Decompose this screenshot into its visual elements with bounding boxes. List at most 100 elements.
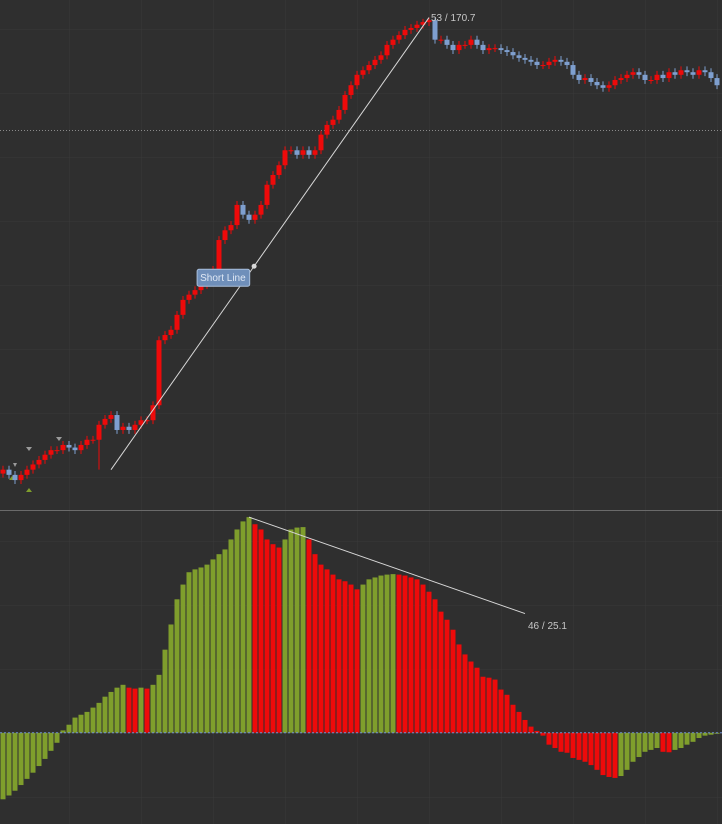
candle-body <box>534 61 540 66</box>
histogram-bar <box>492 679 498 733</box>
candle-body <box>594 81 600 86</box>
histogram-bar <box>612 732 618 778</box>
histogram-bar <box>348 584 354 733</box>
candle-body <box>240 204 246 215</box>
histogram-bar <box>216 554 222 733</box>
candle-body <box>690 72 696 75</box>
histogram-bar <box>636 732 642 758</box>
candle-body <box>216 240 222 270</box>
histogram-bar <box>252 524 258 733</box>
histogram-bar <box>48 732 54 751</box>
histogram-bar <box>102 696 108 733</box>
candle-body <box>6 469 12 475</box>
histogram-bar <box>138 687 144 733</box>
histogram-bar <box>408 577 414 733</box>
candle-body <box>96 424 102 440</box>
candle-body <box>114 415 120 430</box>
candle-body <box>168 329 174 336</box>
candle-body <box>126 426 132 430</box>
candle-body <box>678 70 684 75</box>
candle-body <box>402 29 408 36</box>
histogram-bar <box>168 624 174 733</box>
candle-body <box>360 70 366 75</box>
histogram-bar <box>228 539 234 733</box>
candle-body <box>612 80 618 86</box>
histogram-bar <box>24 732 30 779</box>
candle-body <box>264 184 270 205</box>
histogram-bar <box>450 629 456 733</box>
candle-body <box>552 59 558 62</box>
histogram-bar <box>6 732 12 796</box>
histogram-bar <box>534 730 540 733</box>
candle-body <box>270 174 276 185</box>
histogram-bar <box>516 711 522 733</box>
candle-body <box>522 57 528 60</box>
candle-body <box>702 70 708 73</box>
trend-line-value: 46 / 25.1 <box>528 621 567 632</box>
histogram-bar <box>540 732 546 736</box>
histogram-bar <box>366 579 372 733</box>
candle-body <box>384 44 390 56</box>
histogram-bar <box>486 677 492 733</box>
candle-body <box>324 124 330 135</box>
candle-body <box>636 72 642 75</box>
histogram-bar <box>126 687 132 733</box>
histogram-bar <box>144 688 150 733</box>
histogram-bar <box>42 732 48 759</box>
candle-body <box>144 420 150 422</box>
candle-body <box>570 65 576 75</box>
candle-body <box>660 74 666 79</box>
histogram-bar <box>384 574 390 733</box>
histogram-bar <box>582 732 588 762</box>
candle-body <box>120 426 126 430</box>
histogram-bar <box>426 591 432 733</box>
candle-body <box>576 74 582 81</box>
histogram-bar <box>288 529 294 733</box>
histogram-bar <box>510 704 516 733</box>
candle-body <box>30 464 36 470</box>
candle-body <box>354 74 360 86</box>
candle-body <box>438 39 444 41</box>
histogram-bar <box>108 691 114 733</box>
candle-body <box>78 444 84 451</box>
candle-body <box>450 44 456 51</box>
candle-body <box>348 85 354 95</box>
histogram-bar <box>78 714 84 733</box>
histogram-bar <box>0 732 6 800</box>
histogram-bar <box>708 732 714 735</box>
candle-body <box>696 70 702 75</box>
candle-body <box>468 39 474 45</box>
candle-body <box>156 340 162 406</box>
histogram-bar <box>186 572 192 733</box>
histogram-bar <box>330 574 336 733</box>
candle-body <box>366 65 372 71</box>
histogram-bar <box>672 732 678 750</box>
candle-body <box>582 78 588 81</box>
histogram-bar <box>630 732 636 762</box>
histogram-bar <box>180 584 186 733</box>
histogram-bar <box>96 702 102 733</box>
histogram-bar <box>528 726 534 733</box>
histogram-bar <box>210 559 216 733</box>
histogram-bar <box>600 732 606 776</box>
candle-body <box>504 50 510 53</box>
candle-body <box>624 74 630 79</box>
histogram-bar <box>30 732 36 773</box>
candle-body <box>0 469 6 474</box>
histogram-bar <box>420 584 426 733</box>
histogram-bar <box>594 732 600 770</box>
candle-body <box>444 39 450 45</box>
candle-body <box>558 59 564 62</box>
histogram-bar <box>702 732 708 736</box>
histogram-bar <box>438 611 444 733</box>
histogram-bar <box>318 564 324 733</box>
histogram-bar <box>72 717 78 733</box>
histogram-bar <box>114 687 120 733</box>
candle-body <box>252 214 258 220</box>
histogram-bar <box>372 577 378 733</box>
candle-body <box>510 52 516 56</box>
histogram-bar <box>642 732 648 752</box>
candle-body <box>192 290 198 295</box>
candle-body <box>666 72 672 79</box>
candle-body <box>102 418 108 425</box>
